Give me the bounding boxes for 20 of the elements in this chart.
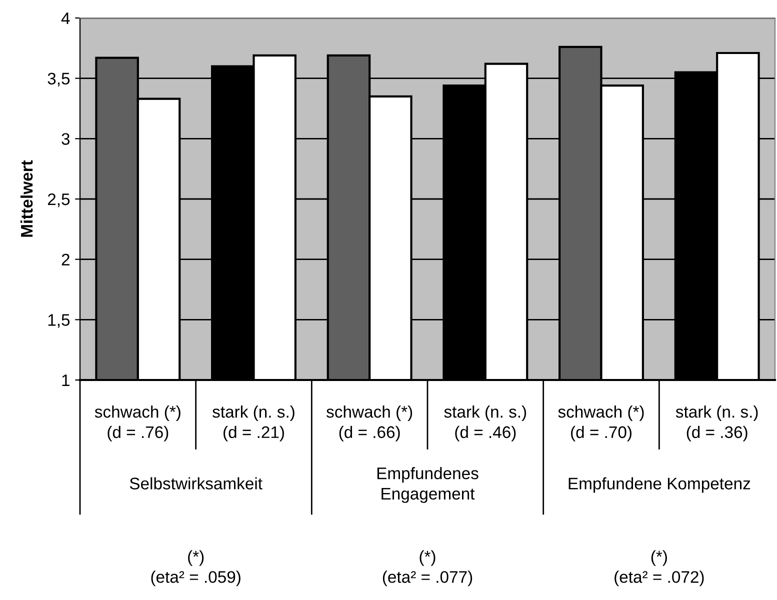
text: Empfundenes Engagement (377, 467, 478, 503)
y-tick-label: 3,5 (48, 72, 70, 87)
x-tick-label: stark (n. s.) (d = .36) (676, 405, 758, 442)
y-tick-label: 2 (62, 254, 70, 266)
y-tick-label: 4 (61, 12, 70, 24)
text: (*) (eta² = .077) (382, 550, 472, 586)
x-tick-label: stark (n. s.) (d = .46) (444, 405, 526, 442)
text: Empfundene Kompetenz (568, 477, 750, 493)
y-axis-title: Mittelwert (20, 160, 33, 237)
text: (*) (eta² = .059) (151, 550, 240, 586)
y-tick-label: 2,5 (48, 193, 70, 208)
text: Selbstwirksamkeit (130, 477, 262, 490)
y-tick-label: 3 (62, 133, 70, 145)
text: (*) (eta² = .072) (614, 550, 704, 586)
x-tick-label: stark (n. s.) (d = .21) (212, 405, 294, 442)
x-tick-label: schwach (*) (d = .76) (94, 405, 180, 442)
y-tick-label: 1,5 (48, 314, 70, 328)
y-tick-label: 1 (62, 374, 70, 386)
x-tick-label: schwach (*) (d = .66) (326, 405, 412, 442)
x-tick-label: schwach (*) (d = .70) (558, 405, 644, 442)
